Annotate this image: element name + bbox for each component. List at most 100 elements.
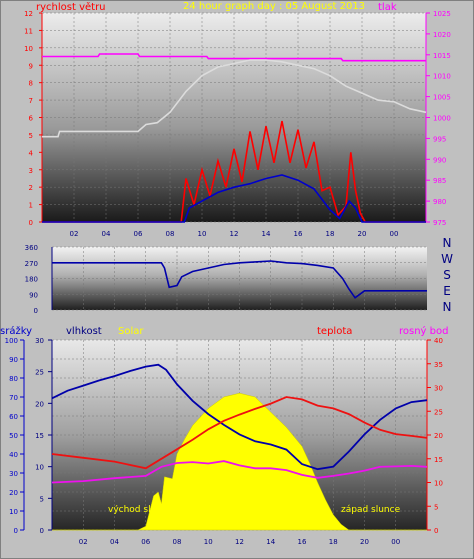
pressure-y-tick-label: 985 [433, 177, 446, 185]
humidity-x-tick-label: 20 [360, 538, 369, 546]
temperature-axis-title: teplota [317, 326, 352, 337]
rain-y-tick-label: 50 [9, 432, 18, 440]
pressure-line-series [42, 53, 426, 62]
wind-x-tick-label: 16 [294, 230, 303, 238]
dew-point-label: rosný bod [399, 325, 448, 337]
wind-y-tick-label: 10 [24, 45, 33, 53]
temperature-y-tick-label: 15 [434, 456, 443, 464]
pressure-y-tick-label: 1005 [433, 94, 451, 102]
rain-y-tick-label: 30 [9, 470, 18, 478]
chart-title: 24 hour graph day : 05 August 2013 [183, 1, 365, 12]
temperature-y-tick-label: 30 [434, 385, 443, 393]
temp-line-series [51, 396, 428, 470]
pressure-y-tick-label: 990 [433, 156, 446, 164]
direction-y-tick-label: 270 [25, 260, 38, 268]
wind-plot-x-axis: 02 04 06 08 10 12 14 16 18 20 00 [70, 230, 399, 238]
pressure-axis: 975 980 985 990 995 1000 1005 1010 1015 1020 1025 [425, 10, 451, 227]
pressure-axis-title: tlak [378, 2, 397, 13]
wind-speed-axis-title: rychlost větru [36, 1, 106, 13]
sunset-annotation: západ slunce [341, 505, 401, 515]
wind-y-tick-label: 6 [29, 115, 34, 123]
wind-y-tick-label: 0 [29, 219, 33, 227]
humidity-x-tick-label: 18 [329, 538, 338, 546]
compass-label: N [443, 300, 452, 314]
humidity-x-tick-label: 08 [173, 538, 182, 546]
direction-axis: 0 90 180 270 360 [25, 244, 53, 315]
humidity-plot-x-axis: 02 04 06 08 10 12 14 16 18 20 00 [79, 538, 400, 546]
temperature-y-tick-label: 5 [434, 503, 438, 511]
wind-x-tick-label: 14 [262, 230, 271, 238]
wind-x-tick-label: 08 [166, 230, 175, 238]
temperature-y-tick-label: 10 [434, 480, 443, 488]
humidity-axis-title: vlhkost [66, 326, 102, 337]
temperature-line-series [42, 59, 427, 138]
wind-x-tick-label: 20 [358, 230, 367, 238]
humidity-x-tick-label: 00 [391, 538, 400, 546]
temperature-y-tick-label: 25 [434, 408, 443, 416]
pressure-y-tick-label: 1000 [433, 115, 451, 123]
pressure-y-tick-label: 1010 [433, 73, 451, 81]
wind-y-tick-label: 8 [29, 80, 33, 88]
direction-plot-series [52, 260, 427, 299]
humidity-x-tick-label: 16 [298, 538, 307, 546]
rain-y-tick-label: 80 [9, 375, 18, 383]
wind-y-tick-label: 5 [29, 132, 33, 140]
humidity-temp-panel: srážky vlhkost Solar teplota rosný bod 0… [0, 325, 448, 546]
wind-x-tick-label: 06 [134, 230, 143, 238]
humidity-y-tick-label: 25 [35, 369, 44, 377]
pressure-y-tick-label: 1015 [433, 52, 451, 60]
rain-y-tick-label: 60 [9, 413, 18, 421]
sunrise-annotation: východ slunce [108, 505, 173, 515]
wind-plot-series [42, 53, 427, 223]
solar-label: Solar [118, 326, 144, 337]
humidity-x-tick-label: 14 [266, 538, 275, 546]
solar-radiation-area [52, 392, 427, 531]
direction-y-tick-label: 360 [25, 244, 38, 252]
direction-y-tick-label: 180 [25, 276, 38, 284]
rain-y-tick-label: 90 [9, 356, 18, 364]
humidity-x-tick-label: 04 [110, 538, 119, 546]
pressure-y-tick-label: 995 [433, 135, 446, 143]
rain-y-tick-label: 20 [9, 489, 18, 497]
rain-y-tick-label: 40 [9, 451, 18, 459]
humidity-y-tick-label: 30 [35, 337, 44, 345]
wind-x-tick-label: 12 [230, 230, 239, 238]
wind-x-tick-label: 00 [390, 230, 399, 238]
rain-axis-title: srážky [0, 325, 32, 337]
humidity-x-tick-label: 10 [204, 538, 213, 546]
humidity-y-tick-label: 5 [40, 495, 44, 503]
direction-plot-grid [52, 246, 427, 311]
humidity-x-tick-label: 12 [235, 538, 244, 546]
wind-x-tick-label: 10 [198, 230, 207, 238]
wind-y-tick-label: 7 [29, 97, 33, 105]
humidity-x-tick-label: 02 [79, 538, 88, 546]
temperature-y-tick-label: 20 [434, 432, 443, 440]
temperature-y-tick-label: 40 [434, 337, 443, 345]
humidity-y-tick-label: 15 [35, 432, 44, 440]
wind-y-tick-label: 12 [24, 10, 33, 18]
wind-y-tick-label: 4 [29, 149, 34, 157]
wind-y-tick-label: 9 [29, 62, 33, 70]
humidity-line-series [51, 363, 428, 471]
rain-y-tick-label: 100 [5, 337, 18, 345]
rain-y-tick-label: 70 [9, 394, 18, 402]
compass-label: S [443, 268, 451, 282]
temperature-y-tick-label: 35 [434, 361, 443, 369]
rain-y-tick-label: 10 [9, 508, 18, 516]
wind-direction-series [52, 260, 427, 299]
wind-y-tick-label: 3 [29, 167, 33, 175]
wind-x-tick-label: 18 [326, 230, 335, 238]
pressure-y-tick-label: 1020 [433, 31, 451, 39]
rain-y-tick-label: 0 [14, 527, 18, 535]
wind-x-tick-label: 04 [102, 230, 111, 238]
pressure-y-tick-label: 975 [433, 219, 446, 227]
humidity-axis: 0 5 10 15 20 25 30 [35, 337, 53, 535]
dew-line-series [51, 460, 428, 484]
wind-y-tick-label: 11 [24, 27, 33, 35]
pressure-y-tick-label: 980 [433, 198, 446, 206]
compass-label: W [441, 252, 453, 266]
